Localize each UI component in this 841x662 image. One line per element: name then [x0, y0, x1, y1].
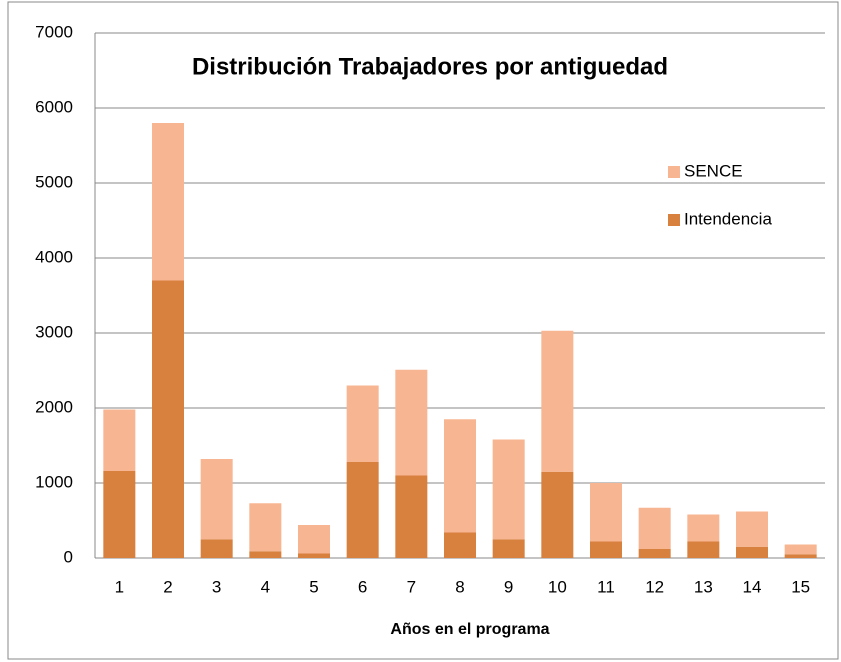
bar-segment [152, 123, 184, 281]
x-tick-label: 1 [115, 577, 124, 596]
y-tick-label: 1000 [35, 472, 73, 491]
y-tick-label: 2000 [35, 397, 73, 416]
y-tick-label: 5000 [35, 172, 73, 191]
x-tick-label: 3 [212, 577, 221, 596]
y-tick-label: 3000 [35, 322, 73, 341]
bar-segment [736, 511, 768, 547]
bar-segment [103, 409, 136, 471]
x-tick-label: 9 [504, 577, 513, 596]
x-tick-label: 13 [694, 577, 713, 596]
x-tick-label: 4 [261, 577, 270, 596]
bar-segment [590, 483, 622, 542]
chart-border [7, 1, 839, 660]
bar-segment [249, 503, 282, 552]
bar-segment [784, 554, 817, 558]
chart-title: Distribución Trabajadores por antiguedad [192, 53, 668, 80]
x-tick-label: 14 [743, 577, 762, 596]
x-tick-label: 8 [455, 577, 464, 596]
bar-segment [638, 507, 671, 549]
x-tick-label: 10 [548, 577, 567, 596]
bar-segment [444, 419, 476, 533]
x-tick-label: 7 [407, 577, 416, 596]
bar-segment [346, 385, 379, 462]
y-tick-label: 7000 [35, 22, 73, 41]
bar-segment [736, 546, 768, 558]
bar-segment [395, 369, 428, 476]
x-axis-label: Años en el programa [390, 621, 549, 638]
bar-segment [492, 439, 525, 540]
legend-label: SENCE [684, 161, 743, 180]
x-tick-label: 2 [163, 577, 172, 596]
legend-swatch [668, 166, 680, 178]
bar-segment [298, 553, 330, 558]
bar-segment [346, 462, 379, 558]
bar-segment [152, 280, 184, 558]
bar-segment [687, 514, 720, 542]
bar-segment [687, 541, 720, 558]
bar-segment [200, 539, 233, 558]
x-tick-label: 11 [597, 577, 615, 596]
y-tick-label: 0 [64, 547, 73, 566]
bar-segment [541, 330, 574, 472]
bar-segment [103, 471, 136, 558]
y-tick-label: 6000 [35, 97, 73, 116]
bar-segment [492, 539, 525, 558]
bar-segment [200, 459, 233, 540]
x-tick-label: 15 [791, 577, 810, 596]
bar-segment [395, 475, 428, 558]
y-tick-label: 4000 [35, 247, 73, 266]
bar-segment [444, 532, 476, 558]
legend-label: Intendencia [684, 209, 772, 228]
bar-segment [784, 544, 817, 555]
bar-segment [638, 549, 671, 558]
bar-segment [590, 541, 622, 558]
bar-segment [541, 471, 574, 558]
x-tick-label: 5 [309, 577, 318, 596]
bar-segment [298, 525, 330, 554]
legend-swatch [668, 214, 680, 226]
bar-segment [249, 551, 282, 558]
x-tick-label: 6 [358, 577, 367, 596]
x-tick-label: 12 [645, 577, 664, 596]
